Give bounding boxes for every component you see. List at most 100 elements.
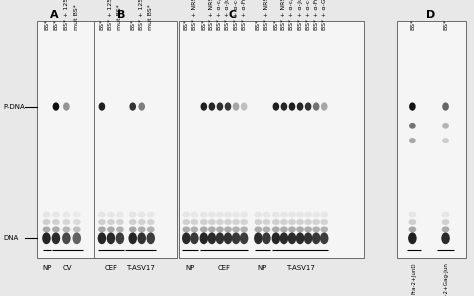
Ellipse shape — [409, 123, 416, 129]
Ellipse shape — [321, 102, 328, 111]
Text: BS* + NRS: BS* + NRS — [264, 0, 269, 30]
Ellipse shape — [62, 232, 71, 244]
Ellipse shape — [409, 138, 416, 143]
Ellipse shape — [409, 212, 416, 218]
Ellipse shape — [304, 232, 312, 244]
Ellipse shape — [116, 212, 124, 218]
Ellipse shape — [73, 226, 81, 232]
Ellipse shape — [240, 219, 248, 225]
Ellipse shape — [280, 232, 288, 244]
Ellipse shape — [273, 102, 279, 111]
Ellipse shape — [138, 219, 146, 225]
Text: BS* + α-Fra-2: BS* + α-Fra-2 — [314, 0, 319, 30]
Ellipse shape — [442, 226, 449, 232]
Ellipse shape — [255, 219, 262, 225]
Text: C: C — [228, 10, 237, 20]
Text: mut BS*: mut BS* — [148, 4, 153, 30]
Ellipse shape — [129, 219, 137, 225]
Ellipse shape — [146, 232, 155, 244]
Ellipse shape — [128, 232, 137, 244]
Text: BS*: BS* — [54, 18, 58, 30]
Ellipse shape — [147, 226, 155, 232]
Ellipse shape — [200, 226, 208, 232]
Ellipse shape — [320, 219, 328, 225]
Ellipse shape — [320, 212, 328, 218]
Ellipse shape — [63, 212, 70, 218]
Ellipse shape — [442, 123, 449, 129]
Ellipse shape — [263, 212, 270, 218]
Ellipse shape — [241, 102, 247, 111]
Ellipse shape — [304, 226, 312, 232]
Text: BS* + α-Gag: BS* + α-Gag — [322, 0, 327, 30]
Ellipse shape — [312, 226, 320, 232]
Ellipse shape — [296, 226, 304, 232]
Text: BS*: BS* — [201, 18, 206, 30]
Ellipse shape — [281, 102, 287, 111]
Ellipse shape — [409, 219, 416, 225]
Ellipse shape — [53, 102, 59, 111]
Text: BS*: BS* — [410, 18, 415, 30]
Ellipse shape — [304, 219, 312, 225]
Ellipse shape — [107, 212, 115, 218]
Text: B: B — [117, 10, 125, 20]
Ellipse shape — [138, 226, 146, 232]
Ellipse shape — [200, 212, 208, 218]
Ellipse shape — [107, 232, 115, 244]
Text: CV: CV — [63, 265, 73, 271]
Text: BS* + α-JunD: BS* + α-JunD — [226, 0, 230, 30]
Ellipse shape — [99, 102, 105, 111]
Text: BS*: BS* — [184, 18, 189, 30]
Ellipse shape — [116, 219, 124, 225]
Ellipse shape — [224, 219, 232, 225]
Text: BS* + α-c/v-Jun: BS* + α-c/v-Jun — [290, 0, 294, 30]
Ellipse shape — [240, 226, 248, 232]
Ellipse shape — [225, 102, 231, 111]
Ellipse shape — [216, 226, 224, 232]
Ellipse shape — [63, 219, 70, 225]
Ellipse shape — [147, 212, 155, 218]
FancyBboxPatch shape — [179, 21, 364, 258]
Ellipse shape — [107, 219, 115, 225]
Ellipse shape — [52, 226, 60, 232]
Ellipse shape — [191, 219, 198, 225]
Ellipse shape — [52, 232, 60, 244]
Text: BS* + α-c/v-Jun: BS* + α-c/v-Jun — [218, 0, 222, 30]
Ellipse shape — [209, 102, 215, 111]
Ellipse shape — [280, 212, 288, 218]
Ellipse shape — [129, 226, 137, 232]
Ellipse shape — [52, 219, 60, 225]
Ellipse shape — [52, 212, 60, 218]
Ellipse shape — [442, 219, 449, 225]
Ellipse shape — [73, 219, 81, 225]
Ellipse shape — [182, 219, 190, 225]
Ellipse shape — [288, 219, 296, 225]
Ellipse shape — [288, 232, 296, 244]
Text: T-ASV17: T-ASV17 — [127, 265, 155, 271]
Ellipse shape — [296, 219, 304, 225]
Text: BS*: BS* — [100, 18, 104, 30]
Ellipse shape — [182, 226, 190, 232]
Text: BS* + α-c-Fos: BS* + α-c-Fos — [234, 0, 238, 30]
Ellipse shape — [304, 212, 312, 218]
Ellipse shape — [320, 226, 328, 232]
Ellipse shape — [191, 212, 198, 218]
Ellipse shape — [442, 138, 449, 143]
Ellipse shape — [240, 232, 248, 244]
Ellipse shape — [272, 232, 280, 244]
Ellipse shape — [409, 226, 416, 232]
Text: BS* + NRS: BS* + NRS — [192, 0, 197, 30]
Ellipse shape — [129, 212, 137, 218]
Text: A: A — [50, 10, 59, 20]
Text: BS*: BS* — [44, 18, 49, 30]
Text: CEF: CEF — [218, 265, 230, 271]
Ellipse shape — [442, 212, 449, 218]
Ellipse shape — [263, 219, 270, 225]
Ellipse shape — [216, 212, 224, 218]
Ellipse shape — [138, 102, 145, 111]
Ellipse shape — [43, 212, 50, 218]
Ellipse shape — [255, 212, 262, 218]
Ellipse shape — [200, 232, 208, 244]
Ellipse shape — [312, 212, 320, 218]
Ellipse shape — [98, 232, 106, 244]
Ellipse shape — [208, 226, 216, 232]
